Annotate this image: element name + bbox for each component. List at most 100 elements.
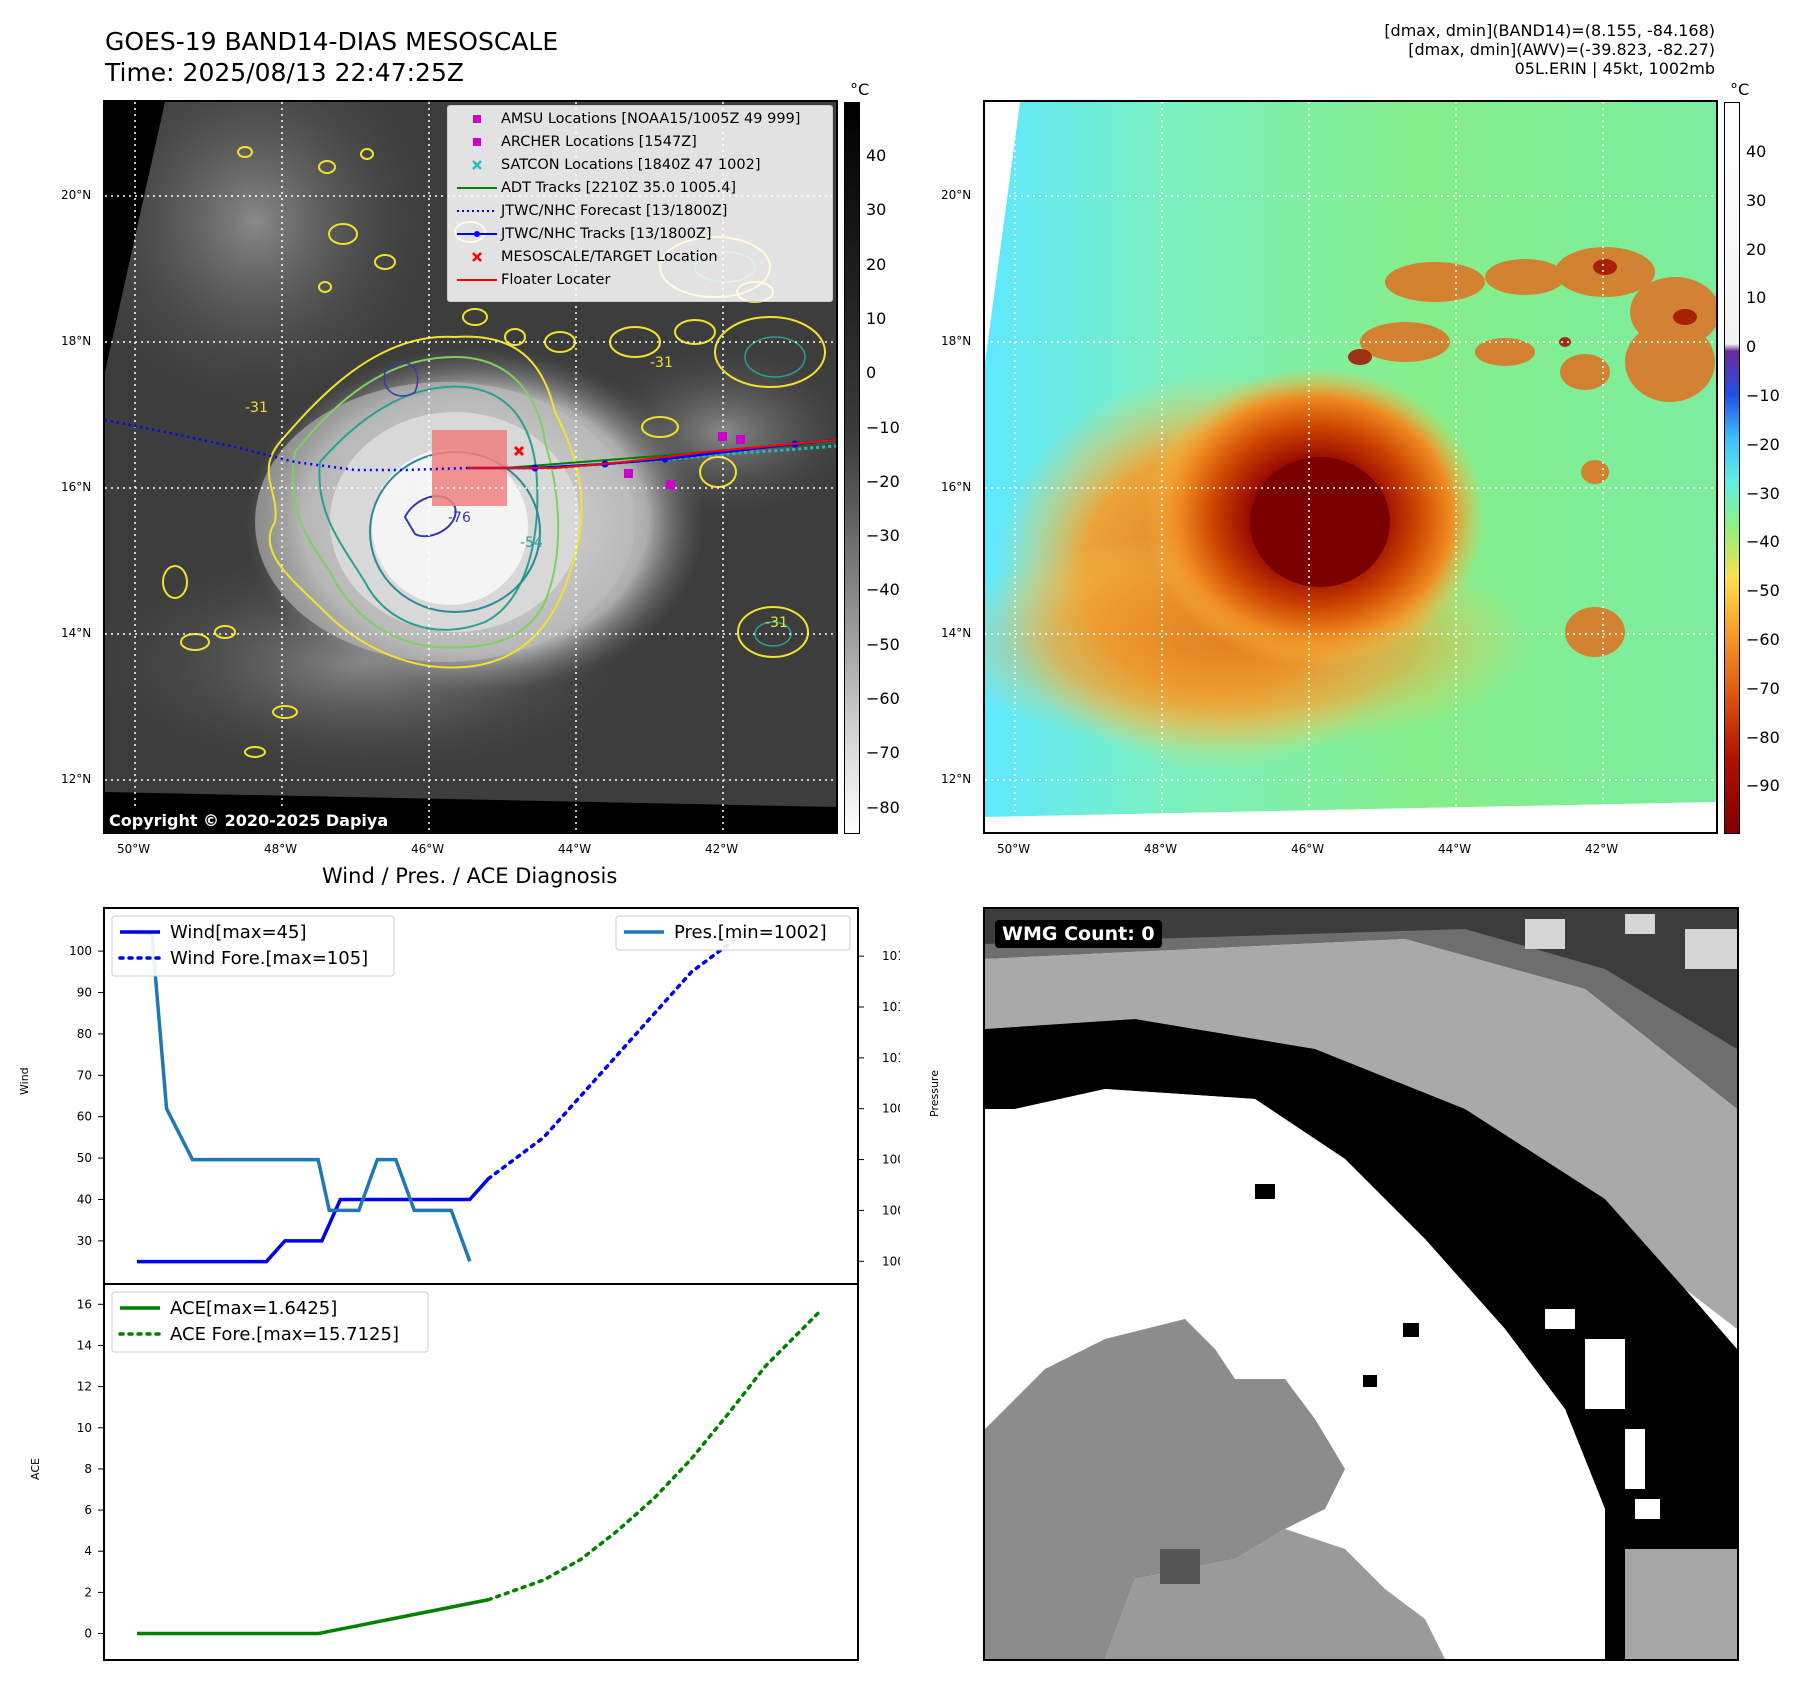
series-line bbox=[486, 928, 749, 1181]
lon-label: 48°W bbox=[1144, 842, 1178, 856]
colorbar-tick-label: −50 bbox=[1746, 581, 1780, 601]
colorbar-tick-label: −60 bbox=[1746, 630, 1780, 649]
colorbar-tick-label: −20 bbox=[866, 471, 900, 491]
wind-tick-label: 90 bbox=[77, 986, 92, 1000]
ace-tick-label: 10 bbox=[77, 1421, 92, 1435]
ir-map-panel: -31 -31 -31 -54 -76 Copyright © 2020-202… bbox=[103, 100, 838, 834]
lon-label: 46°W bbox=[1291, 842, 1325, 856]
lat-label: 14°N bbox=[941, 626, 972, 640]
colorbar-tick-label: −50 bbox=[866, 634, 900, 654]
legend-label: ACE Fore.[max=15.7125] bbox=[170, 1324, 399, 1345]
legend-swatch bbox=[473, 138, 481, 146]
ace-tick-label: 0 bbox=[84, 1627, 92, 1641]
colorbar-tick-label: −20 bbox=[1746, 434, 1780, 454]
map-legend-item: Floater Locater bbox=[457, 272, 610, 288]
lon-label: 50°W bbox=[117, 842, 151, 856]
colorbar-right-unit: °C bbox=[1730, 80, 1750, 99]
ace-tick-label: 12 bbox=[77, 1380, 92, 1394]
wind-tick-label: 60 bbox=[77, 1110, 92, 1124]
wind-tick-label: 70 bbox=[77, 1068, 92, 1082]
colorbar-tick-label: −10 bbox=[1746, 386, 1780, 405]
ace-tick-label: 14 bbox=[77, 1338, 92, 1352]
legend-label: Floater Locater bbox=[501, 272, 611, 288]
colorbar-tick-label: 10 bbox=[1746, 288, 1767, 308]
map-legend-item: MESOSCALE/TARGET Location bbox=[457, 249, 718, 265]
colorbar-tick-label: −40 bbox=[866, 580, 900, 600]
wmg-count-badge: WMG Count: 0 bbox=[995, 920, 1162, 948]
contour-label: -31 bbox=[765, 615, 788, 631]
awv-map-image bbox=[985, 102, 1716, 832]
colorbar-tick-label: −90 bbox=[1746, 776, 1780, 796]
diagnosis-legend bbox=[111, 1291, 429, 1353]
lat-label: 16°N bbox=[61, 480, 92, 494]
map-legend-item: JTWC/NHC Tracks [13/1800Z] bbox=[457, 226, 712, 242]
legend-label: JTWC/NHC Forecast [13/1800Z] bbox=[501, 203, 728, 219]
wind-tick-label: 80 bbox=[77, 1027, 92, 1041]
ace-tick-label: 8 bbox=[84, 1462, 92, 1476]
pressure-tick-label: 1014 bbox=[882, 949, 900, 963]
wind-tick-label: 30 bbox=[77, 1234, 92, 1248]
colorbar-tick-label: 10 bbox=[866, 308, 887, 328]
pressure-tick-label: 1006 bbox=[882, 1153, 900, 1167]
lon-label: 48°W bbox=[264, 842, 298, 856]
awv-map-panel bbox=[983, 100, 1718, 834]
lat-label: 16°N bbox=[941, 480, 972, 494]
map-legend-item: SATCON Locations [1840Z 47 1002] bbox=[457, 157, 760, 173]
title-line-1: GOES-19 BAND14-DIAS MESOSCALE bbox=[105, 27, 559, 56]
wind-tick-label: 50 bbox=[77, 1151, 92, 1165]
ace-tick-label: 16 bbox=[77, 1297, 92, 1311]
series-line bbox=[137, 1598, 489, 1636]
colorbar-tick-label: 30 bbox=[866, 200, 887, 220]
legend-label: Wind Fore.[max=105] bbox=[170, 948, 368, 969]
colorbar-tick-label: 0 bbox=[1746, 337, 1757, 357]
diagnosis-legend bbox=[615, 915, 851, 951]
legend-label: Pres.[min=1002] bbox=[674, 922, 827, 943]
colorbar-tick-label: −80 bbox=[866, 797, 900, 817]
pressure-tick-label: 1004 bbox=[882, 1203, 900, 1217]
map-legend-item: ADT Tracks [2210Z 35.0 1005.4] bbox=[457, 180, 736, 196]
lon-label: 44°W bbox=[1438, 842, 1472, 856]
colorbar-tick-label: 40 bbox=[866, 146, 887, 165]
lat-label: 14°N bbox=[61, 626, 92, 640]
colorbar-tick-label: −10 bbox=[866, 417, 900, 437]
map-legend-item: JTWC/NHC Forecast [13/1800Z] bbox=[457, 203, 727, 219]
wmg-image bbox=[985, 909, 1737, 1659]
colorbar-tick-label: −80 bbox=[1746, 727, 1780, 747]
colorbar-tick-label: −60 bbox=[866, 689, 900, 708]
colorbar-left bbox=[844, 102, 860, 834]
contour-label: -76 bbox=[448, 510, 471, 526]
colorbar-left-unit: °C bbox=[850, 80, 870, 99]
legend-label: ADT Tracks [2210Z 35.0 1005.4] bbox=[501, 180, 737, 196]
diagnosis-title: Wind / Pres. / ACE Diagnosis bbox=[322, 864, 618, 888]
target-marker bbox=[513, 445, 525, 457]
diagnosis-legend bbox=[111, 915, 395, 977]
legend-swatch bbox=[473, 115, 481, 123]
lon-label: 42°W bbox=[705, 842, 739, 856]
legend-label: AMSU Locations [NOAA15/1005Z 49 999] bbox=[501, 111, 801, 127]
ace-tick-label: 4 bbox=[84, 1544, 92, 1558]
wind-tick-label: 100 bbox=[69, 944, 92, 958]
colorbar-tick-label: 30 bbox=[1746, 190, 1767, 210]
contour-label: -31 bbox=[650, 355, 673, 371]
diagnosis-chart: 3040506070809010010021004100610081010101… bbox=[69, 907, 900, 1661]
storm-meta: [dmax, dmin](BAND14)=(8.155, -84.168) [d… bbox=[1384, 21, 1715, 78]
series-line bbox=[137, 931, 472, 1262]
lon-label: 44°W bbox=[558, 842, 592, 856]
forecast-track bbox=[105, 418, 469, 472]
lat-label: 12°N bbox=[941, 772, 972, 786]
legend-swatch bbox=[457, 279, 497, 281]
legend-swatch bbox=[472, 160, 482, 170]
contour-label: -54 bbox=[520, 535, 543, 551]
legend-label: ARCHER Locations [1547Z] bbox=[501, 134, 697, 150]
colorbar-tick-label: 0 bbox=[866, 363, 877, 383]
map-legend-item: AMSU Locations [NOAA15/1005Z 49 999] bbox=[457, 111, 800, 127]
lat-label: 18°N bbox=[941, 334, 972, 348]
colorbar-tick-label: 20 bbox=[866, 254, 887, 274]
legend-label: SATCON Locations [1840Z 47 1002] bbox=[501, 157, 761, 173]
legend-label: ACE[max=1.6425] bbox=[170, 1298, 337, 1319]
legend-swatch bbox=[472, 252, 482, 262]
legend-label: Wind[max=45] bbox=[170, 922, 307, 943]
colorbar-tick-label: 40 bbox=[1746, 142, 1767, 161]
